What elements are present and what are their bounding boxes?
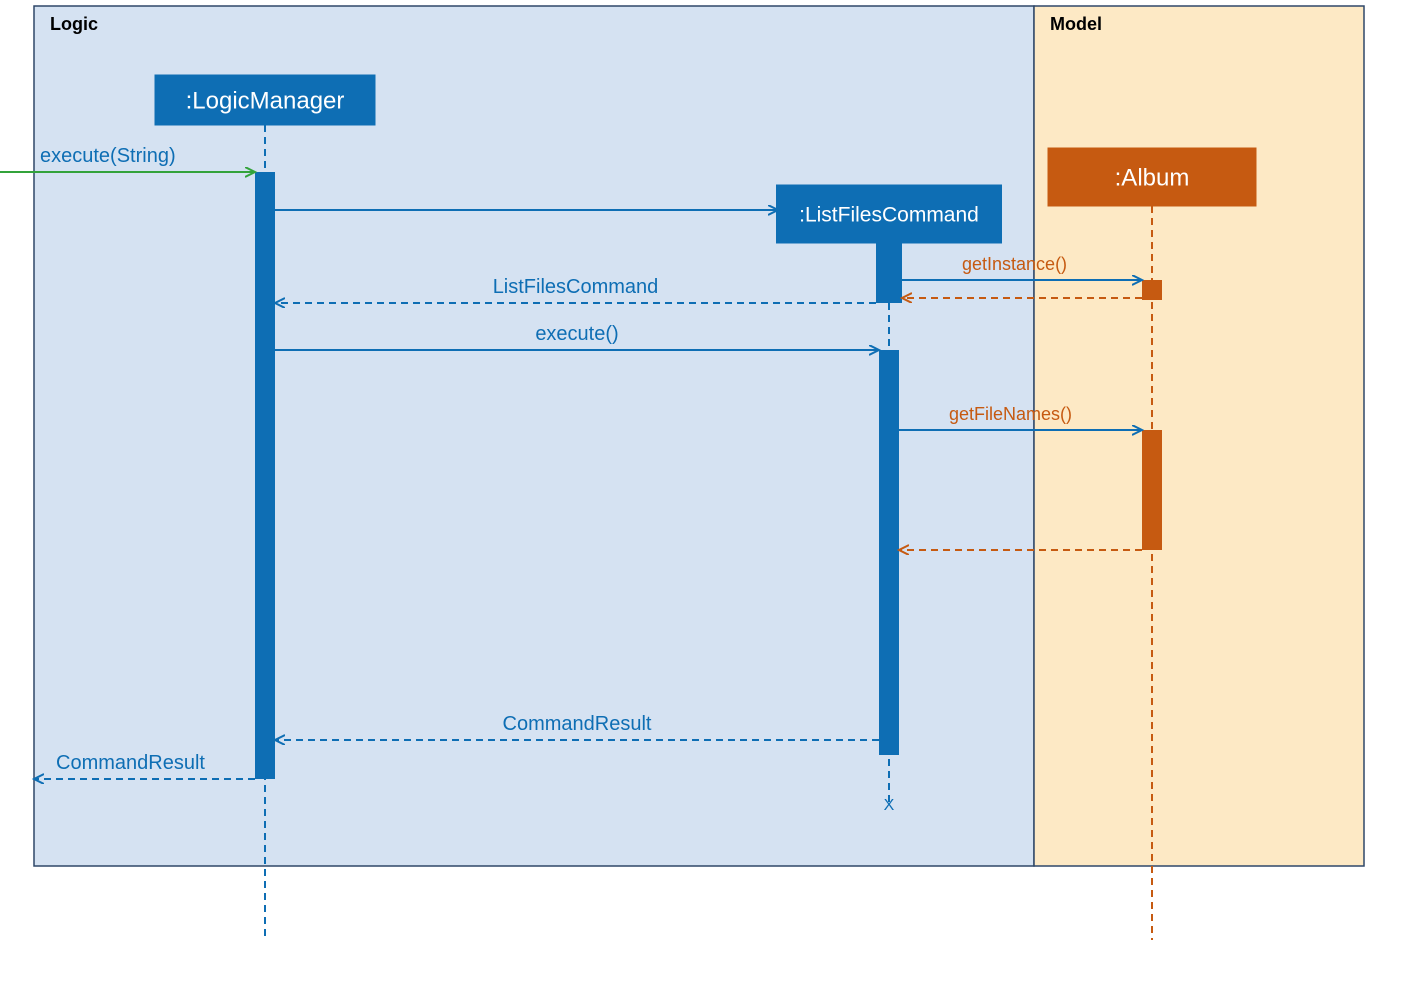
participant-logicManager: :LogicManager <box>155 75 375 125</box>
participant-listFilesCommand: :ListFilesCommand <box>777 185 1002 243</box>
activation-a_logic <box>255 172 275 779</box>
message-label-m9: CommandResult <box>503 713 652 735</box>
participant-label-logicManager: :LogicManager <box>186 87 345 114</box>
activation-a_album1 <box>1142 280 1162 300</box>
message-label-m7: getFileNames() <box>949 404 1072 424</box>
message-label-m5: ListFilesCommand <box>493 276 659 298</box>
participant-label-album: :Album <box>1115 164 1190 191</box>
message-label-m10: CommandResult <box>56 752 205 774</box>
participant-label-listFilesCommand: :ListFilesCommand <box>799 203 979 226</box>
activation-a_lfc1 <box>876 243 902 303</box>
sequence-diagram: Logic Model :LogicManager :ListFilesCommand… <box>0 0 1415 985</box>
participant-album: :Album <box>1048 148 1256 206</box>
message-label-m6: execute() <box>535 323 618 345</box>
activation-a_lfc2 <box>879 350 899 755</box>
activation-a_album2 <box>1142 430 1162 550</box>
destroy-mark: X <box>884 797 895 814</box>
frame-label-model: Model <box>1050 14 1102 34</box>
message-label-m3: getInstance() <box>962 254 1067 274</box>
frame-model: Model <box>1034 6 1364 866</box>
frame-label-logic: Logic <box>50 14 98 34</box>
message-label-m1: execute(String) <box>40 145 176 167</box>
